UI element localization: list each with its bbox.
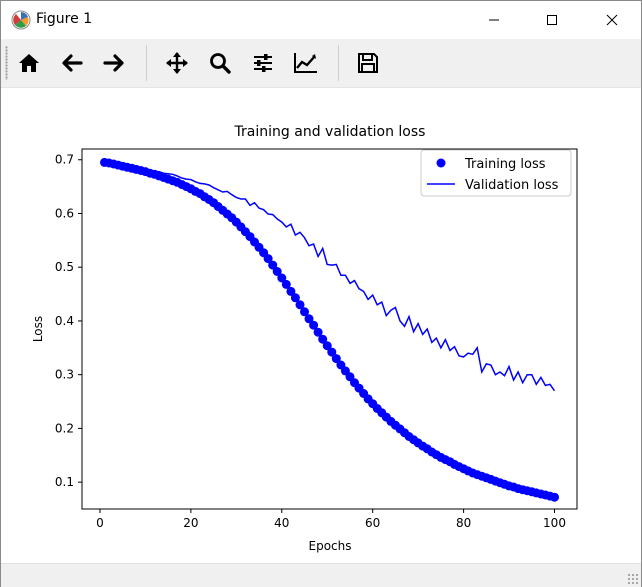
arrow-right-icon <box>103 54 124 72</box>
configure-subplots-button[interactable] <box>246 46 280 80</box>
close-icon <box>606 14 618 26</box>
sliders-icon <box>254 54 272 72</box>
resize-grip[interactable] <box>627 573 639 585</box>
training-loss-point <box>286 286 296 296</box>
save-icon <box>358 53 378 73</box>
training-loss-point <box>331 354 341 364</box>
move-icon <box>166 52 188 74</box>
y-tick-label: 0.5 <box>55 260 74 274</box>
legend-label-training: Training loss <box>464 157 546 172</box>
x-tick-label: 60 <box>365 516 380 530</box>
back-button[interactable] <box>55 46 89 80</box>
y-tick-label: 0.4 <box>55 314 74 328</box>
legend-box <box>420 149 572 197</box>
chart-title: Training and validation loss <box>234 124 426 140</box>
line-chart-icon <box>294 53 317 73</box>
training-loss-point <box>313 327 323 337</box>
x-tick-label: 20 <box>183 516 198 530</box>
y-tick-label: 0.2 <box>55 421 74 435</box>
x-tick-label: 80 <box>456 516 471 530</box>
maximize-button[interactable] <box>523 1 581 39</box>
zoom-button[interactable] <box>203 46 237 80</box>
training-loss-point <box>327 347 337 357</box>
minimize-button[interactable] <box>465 1 523 39</box>
figure-canvas[interactable]: Training and validation loss Epochs Loss… <box>1 88 641 563</box>
training-loss-point <box>263 254 273 264</box>
training-loss-point <box>300 307 309 317</box>
y-tick-label: 0.7 <box>55 153 74 167</box>
search-icon <box>210 53 231 74</box>
training-loss-point <box>322 341 332 351</box>
forward-button[interactable] <box>97 46 131 80</box>
plot-frame <box>81 148 578 510</box>
validation-loss-line <box>104 162 556 392</box>
y-tick-label: 0.1 <box>55 475 74 489</box>
training-loss-point <box>304 314 314 324</box>
x-tick-label: 40 <box>274 516 289 530</box>
close-button[interactable] <box>583 1 641 39</box>
minimize-icon <box>489 19 499 21</box>
arrow-left-icon <box>62 54 83 72</box>
toolbar-separator <box>146 45 147 81</box>
legend: Training loss Validation loss <box>420 149 572 197</box>
y-tick-label: 0.3 <box>55 368 74 382</box>
status-bar <box>1 563 641 587</box>
training-loss-point <box>550 492 559 502</box>
training-loss-point <box>309 320 319 330</box>
home-icon <box>19 54 39 72</box>
save-button[interactable] <box>351 46 385 80</box>
legend-marker-training <box>436 158 446 168</box>
x-axis-label: Epochs <box>309 539 352 553</box>
training-loss-point <box>272 267 282 276</box>
navigation-toolbar <box>1 39 641 88</box>
training-loss-point <box>281 279 291 289</box>
matplotlib-logo-icon <box>11 10 31 30</box>
training-loss-point <box>290 293 300 303</box>
training-loss-point <box>277 273 287 283</box>
toolbar-separator <box>338 45 339 81</box>
x-tick-label: 100 <box>543 516 566 530</box>
x-tick-label: 0 <box>96 516 104 530</box>
training-loss-point <box>295 300 305 310</box>
training-loss-point <box>268 260 278 270</box>
window-title: Figure 1 <box>36 11 93 27</box>
training-loss-point <box>318 334 328 344</box>
maximize-icon <box>547 15 557 25</box>
legend-label-validation: Validation loss <box>465 178 559 193</box>
y-tick-label: 0.6 <box>55 206 74 220</box>
home-button[interactable] <box>12 46 46 80</box>
toolbar-grip[interactable] <box>5 46 8 80</box>
edit-axis-button[interactable] <box>289 46 323 80</box>
title-bar: Figure 1 <box>1 1 641 39</box>
pan-button[interactable] <box>160 46 194 80</box>
y-axis-label: Loss <box>31 316 45 342</box>
loss-chart: Training and validation loss Epochs Loss… <box>31 124 578 553</box>
